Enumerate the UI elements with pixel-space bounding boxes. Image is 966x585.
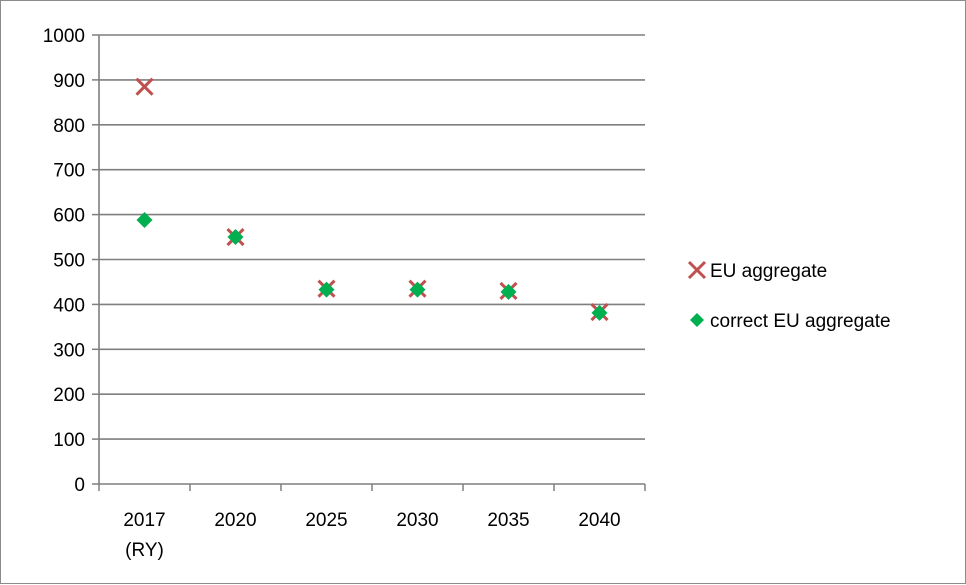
x-tick-label: 2025 bbox=[305, 510, 347, 531]
data-point-diamond-marker bbox=[409, 281, 426, 298]
series-eu-aggregate bbox=[135, 77, 609, 322]
x-tick-label-line: 2025 bbox=[305, 510, 347, 531]
y-tick-label: 1000 bbox=[43, 26, 85, 47]
data-point-x-marker bbox=[135, 77, 154, 96]
axes bbox=[92, 34, 646, 491]
y-axis-tick-labels: 0 100 200 300 400 500 600 700 800 900 1000 bbox=[43, 26, 85, 496]
data-point-diamond-marker bbox=[227, 229, 244, 246]
legend-diamond-marker bbox=[690, 313, 704, 327]
y-tick-label: 600 bbox=[53, 206, 85, 227]
x-tick-label: 2030 bbox=[396, 510, 438, 531]
legend-item: EU aggregate bbox=[687, 260, 827, 282]
data-point-diamond-marker bbox=[318, 281, 335, 298]
x-axis-tick-labels: 2017 (RY) 2020 2025 2030 2035 2040 bbox=[123, 510, 620, 561]
x-tick-label: 2020 bbox=[214, 510, 256, 531]
y-tick-label: 300 bbox=[53, 340, 85, 361]
x-tick-label-line: (RY) bbox=[125, 540, 164, 561]
y-tick-label: 800 bbox=[53, 116, 85, 137]
y-tick-label: 400 bbox=[53, 295, 85, 316]
y-tick-label: 100 bbox=[53, 430, 85, 451]
data-point-diamond-marker bbox=[136, 211, 153, 228]
data-point-diamond-marker bbox=[500, 283, 517, 300]
series-layer bbox=[135, 77, 609, 322]
x-tick-label-line: 2030 bbox=[396, 510, 438, 531]
legend: EU aggregate correct EU aggregate bbox=[687, 260, 891, 332]
y-tick-label: 900 bbox=[53, 71, 85, 92]
series-correct-eu-aggregate bbox=[136, 211, 608, 321]
x-tick-label-line: 2020 bbox=[214, 510, 256, 531]
x-tick-label-line: 2040 bbox=[578, 510, 620, 531]
legend-x-marker bbox=[687, 260, 707, 280]
x-tick-label-line: 2017 bbox=[123, 510, 165, 531]
y-tick-label: 500 bbox=[53, 251, 85, 272]
y-tick-label: 700 bbox=[53, 161, 85, 182]
y-tick-label: 0 bbox=[74, 475, 85, 496]
y-tick-label: 200 bbox=[53, 385, 85, 406]
data-point-diamond-marker bbox=[591, 304, 608, 321]
gridlines bbox=[99, 34, 645, 440]
legend-label: correct EU aggregate bbox=[710, 311, 891, 332]
x-tick-label: 2035 bbox=[487, 510, 529, 531]
x-tick-label-line: 2035 bbox=[487, 510, 529, 531]
legend-item: correct EU aggregate bbox=[690, 311, 891, 332]
x-tick-label: 2017 (RY) bbox=[123, 510, 165, 561]
legend-label: EU aggregate bbox=[710, 261, 827, 282]
x-tick-label: 2040 bbox=[578, 510, 620, 531]
